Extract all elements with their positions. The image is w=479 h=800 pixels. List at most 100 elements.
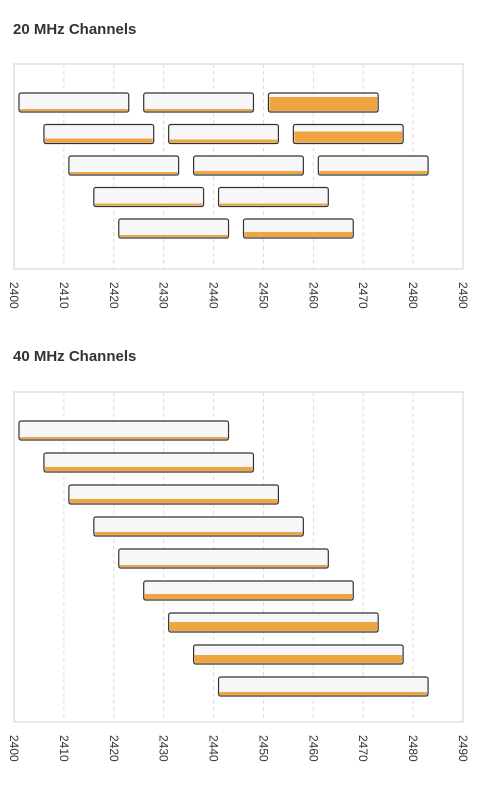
ch20-channel-bar	[93, 186, 205, 208]
ch40-channel-bar	[168, 612, 379, 633]
ch20-bar-usage	[144, 109, 253, 111]
ch40-channel-bar	[43, 452, 255, 473]
ch20-bar-body	[168, 124, 279, 144]
ch20-tick-label: 2420	[107, 282, 121, 309]
ch20-bar-usage	[219, 203, 328, 206]
ch20-channel-bar	[43, 123, 155, 145]
ch20-tick-label: 2440	[207, 282, 221, 309]
ch40-tick-label: 2400	[7, 735, 21, 762]
ch40-bar-outline	[217, 676, 429, 697]
ch20-bar-body	[193, 156, 304, 175]
ch40-bar-outline	[43, 452, 255, 473]
ch20-tick-label: 2400	[7, 282, 21, 309]
ch40-tick-label: 2430	[157, 735, 171, 762]
ch40-bar-usage	[94, 532, 303, 535]
chart-title-20mhz: 20 MHz Channels	[13, 21, 137, 38]
ch20-bar-usage	[269, 97, 378, 111]
ch20-bar-usage	[119, 235, 228, 237]
ch20-bar-usage	[19, 109, 128, 111]
ch20-bar-outline	[267, 92, 379, 113]
ch40-bar-outline	[18, 420, 230, 441]
ch40-bar-outline	[168, 612, 379, 633]
ch40-bar-body	[118, 549, 329, 568]
ch20-bar-outline	[193, 155, 304, 176]
ch40-bar-usage	[44, 467, 253, 471]
ch20-bar-body	[143, 93, 254, 112]
ch40-channel-bar	[93, 516, 304, 537]
ch20-bar-body	[318, 156, 429, 175]
ch20-channel-bar	[143, 92, 255, 113]
ch40-bar-usage	[219, 692, 428, 695]
ch20-bar-body	[93, 187, 204, 207]
ch40-tick-label: 2480	[406, 735, 420, 762]
ch20-bar-usage	[94, 203, 203, 206]
ch40-bar-usage	[144, 594, 353, 599]
ch20-channel-bar	[292, 123, 404, 145]
ch40-channel-bar	[68, 484, 280, 505]
ch20-channel-bar	[193, 155, 304, 176]
ch40-plot-frame	[13, 391, 464, 723]
ch20-bar-outline	[43, 123, 155, 145]
ch40-bar-outline	[118, 548, 329, 569]
ch20-bar-outline	[68, 155, 180, 176]
ch20-channel-bar	[118, 218, 230, 239]
ch40-bar-body	[93, 517, 304, 536]
ch40-tick-label: 2450	[256, 735, 270, 762]
ch20-bar-outline	[18, 92, 130, 113]
ch40-bar-usage	[194, 655, 403, 663]
ch20-bar-usage	[294, 131, 403, 143]
ch20-bar-body	[118, 219, 229, 238]
ch40-channel-bar	[143, 580, 354, 601]
ch20-bar-body	[68, 156, 179, 175]
ch20-channel-bar	[217, 186, 329, 208]
ch40-channel-bar	[118, 548, 329, 569]
ch20-channel-bar	[18, 92, 130, 113]
ch20-channel-bar	[267, 92, 379, 113]
ch20-bar-outline	[317, 155, 429, 176]
ch20-bar-outline	[292, 123, 404, 145]
ch20-bar-usage	[194, 171, 303, 174]
ch20-tick-label: 2450	[256, 282, 270, 309]
ch20-tick-label: 2480	[406, 282, 420, 309]
ch20-channel-bar	[68, 155, 180, 176]
ch20-channel-bar	[242, 218, 354, 239]
ch20-bar-usage	[244, 232, 353, 237]
ch20-bar-usage	[169, 139, 278, 143]
ch40-bar-usage	[69, 499, 278, 503]
ch40-channel-bar	[217, 676, 429, 697]
ch40-tick-label: 2440	[207, 735, 221, 762]
ch20-tick-label: 2430	[157, 282, 171, 309]
ch20-bar-outline	[168, 123, 280, 145]
ch20-bar-body	[18, 93, 129, 112]
ch20-bar-usage	[44, 138, 153, 143]
ch40-bar-body	[218, 677, 429, 696]
ch40-bar-body	[18, 421, 229, 440]
ch20-tick-label: 2410	[57, 282, 71, 309]
chart-20mhz: 2400 2410 2420 2430 2440 2450 2460 2470 2480 2490	[7, 63, 470, 309]
ch20-plot-frame	[13, 63, 464, 270]
ch20-bar-outline	[217, 186, 329, 208]
ch40-tick-label: 2420	[107, 735, 121, 762]
ch20-bar-usage	[319, 171, 428, 174]
ch40-tick-label: 2470	[356, 735, 370, 762]
ch40-bar-usage	[169, 622, 378, 631]
ch20-tick-label: 2470	[356, 282, 370, 309]
ch20-bar-outline	[143, 92, 255, 113]
ch40-bar-usage	[119, 565, 328, 567]
ch20-tick-label: 2460	[306, 282, 320, 309]
ch40-bar-outline	[68, 484, 280, 505]
ch40-bar-usage	[19, 437, 228, 439]
ch40-channel-bar	[18, 420, 230, 441]
ch20-bar-outline	[118, 218, 230, 239]
ch20-channel-bar	[317, 155, 429, 176]
ch20-bar-outline	[242, 218, 354, 239]
ch20-tick-label: 2490	[456, 282, 470, 309]
ch40-bar-outline	[193, 644, 404, 665]
ch40-tick-label: 2410	[57, 735, 71, 762]
ch20-bar-usage	[69, 172, 178, 174]
ch40-bar-outline	[143, 580, 354, 601]
ch40-bar-outline	[93, 516, 304, 537]
ch20-bar-body	[218, 187, 329, 207]
chart-title-40mhz: 40 MHz Channels	[13, 348, 137, 365]
